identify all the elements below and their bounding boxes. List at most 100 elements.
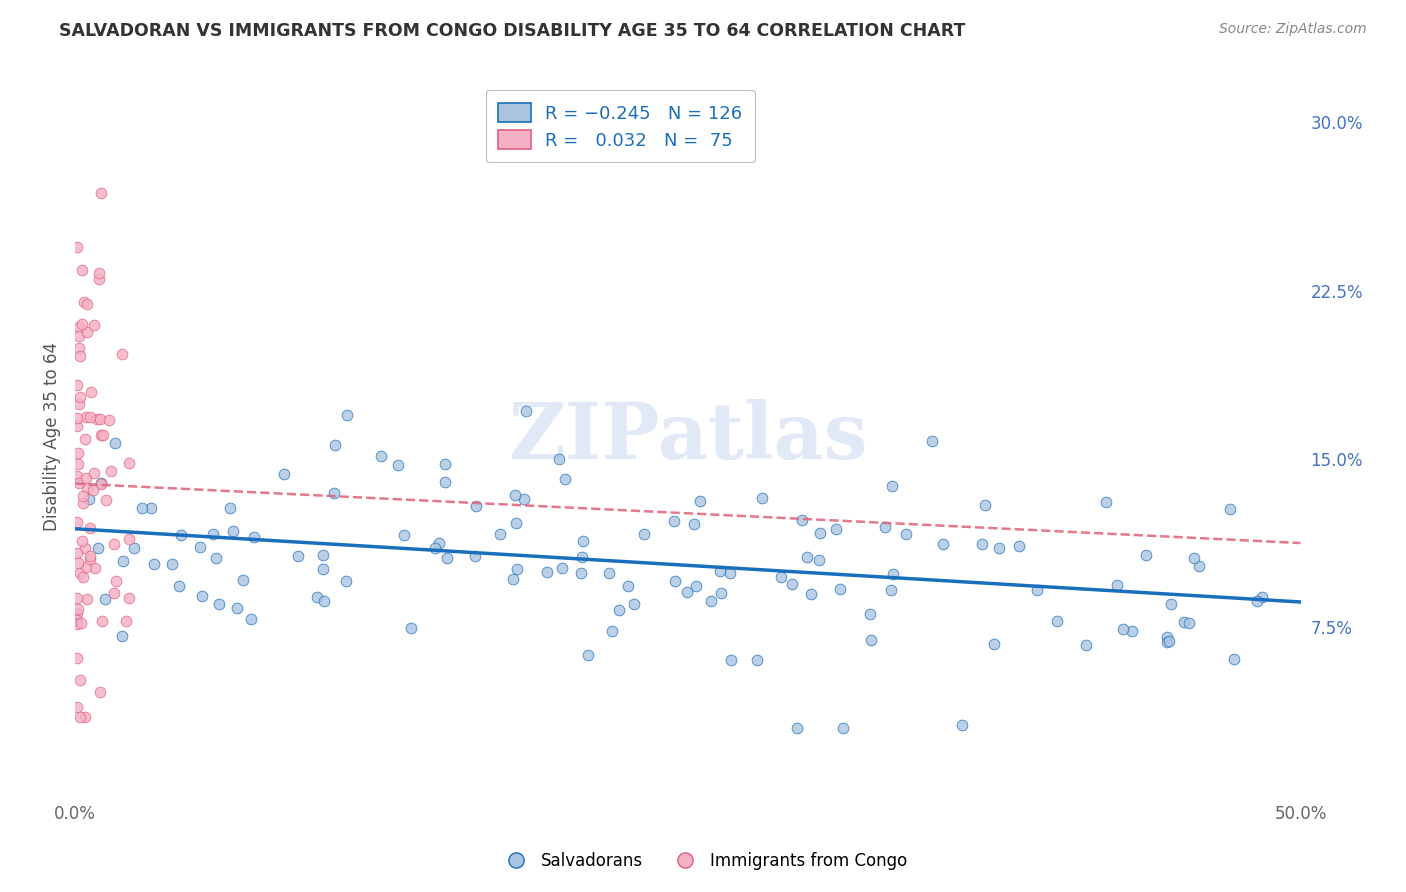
Legend: R = −0.245   N = 126, R =   0.032   N =  75: R = −0.245 N = 126, R = 0.032 N = 75 <box>485 90 755 162</box>
Point <box>191 589 214 603</box>
Point <box>786 722 808 736</box>
Point <box>111 347 134 361</box>
Point <box>240 611 263 625</box>
Point <box>503 488 526 502</box>
Point <box>894 527 917 541</box>
Point <box>89 411 111 425</box>
Point <box>90 475 112 490</box>
Point <box>664 514 686 528</box>
Point <box>1178 616 1201 631</box>
Point <box>201 526 224 541</box>
Point <box>90 427 112 442</box>
Point <box>131 501 153 516</box>
Point <box>67 397 90 411</box>
Point <box>73 710 96 724</box>
Point <box>66 468 89 483</box>
Point <box>91 428 114 442</box>
Point <box>387 458 409 472</box>
Point <box>69 349 91 363</box>
Point <box>513 492 536 507</box>
Point <box>66 613 89 627</box>
Point <box>392 528 415 542</box>
Point <box>554 473 576 487</box>
Point <box>720 653 742 667</box>
Point <box>1251 590 1274 604</box>
Point <box>104 435 127 450</box>
Point <box>79 552 101 566</box>
Point <box>273 467 295 481</box>
Point <box>796 549 818 564</box>
Point <box>232 573 254 587</box>
Point <box>67 556 90 570</box>
Point <box>335 408 357 422</box>
Point <box>73 433 96 447</box>
Point <box>66 617 89 632</box>
Point <box>79 549 101 563</box>
Point <box>169 579 191 593</box>
Point <box>807 552 830 566</box>
Point <box>950 717 973 731</box>
Point <box>751 491 773 505</box>
Point <box>143 557 166 571</box>
Point <box>882 566 904 581</box>
Point <box>1094 495 1116 509</box>
Point <box>160 557 183 571</box>
Point <box>571 534 593 549</box>
Point <box>84 561 107 575</box>
Point <box>832 722 855 736</box>
Point <box>792 512 814 526</box>
Point <box>66 240 89 254</box>
Point <box>76 481 98 495</box>
Point <box>1246 594 1268 608</box>
Point <box>1112 622 1135 636</box>
Point <box>1188 558 1211 573</box>
Point <box>718 566 741 580</box>
Point <box>569 566 592 580</box>
Point <box>75 409 97 424</box>
Point <box>73 541 96 555</box>
Point <box>710 586 733 600</box>
Point <box>1219 501 1241 516</box>
Point <box>312 562 335 576</box>
Point <box>79 409 101 424</box>
Point <box>69 390 91 404</box>
Point <box>67 329 90 343</box>
Point <box>66 546 89 560</box>
Point <box>689 493 711 508</box>
Point <box>1156 635 1178 649</box>
Point <box>219 500 242 515</box>
Point <box>70 317 93 331</box>
Point <box>103 537 125 551</box>
Point <box>307 591 329 605</box>
Point <box>370 450 392 464</box>
Point <box>745 653 768 667</box>
Point <box>536 565 558 579</box>
Point <box>76 471 98 485</box>
Point <box>932 536 955 550</box>
Point <box>1173 615 1195 629</box>
Point <box>90 614 112 628</box>
Point <box>598 566 620 580</box>
Text: SALVADORAN VS IMMIGRANTS FROM CONGO DISABILITY AGE 35 TO 64 CORRELATION CHART: SALVADORAN VS IMMIGRANTS FROM CONGO DISA… <box>59 22 966 40</box>
Point <box>1182 551 1205 566</box>
Point <box>859 607 882 621</box>
Point <box>66 591 89 606</box>
Point <box>243 530 266 544</box>
Point <box>1223 652 1246 666</box>
Point <box>76 325 98 339</box>
Point <box>664 574 686 588</box>
Point <box>617 579 640 593</box>
Point <box>86 411 108 425</box>
Point <box>571 550 593 565</box>
Point <box>100 464 122 478</box>
Point <box>314 594 336 608</box>
Point <box>683 516 706 531</box>
Point <box>66 378 89 392</box>
Point <box>105 574 128 588</box>
Point <box>427 536 450 550</box>
Point <box>464 549 486 563</box>
Point <box>323 485 346 500</box>
Point <box>69 615 91 630</box>
Point <box>880 583 903 598</box>
Point <box>770 569 793 583</box>
